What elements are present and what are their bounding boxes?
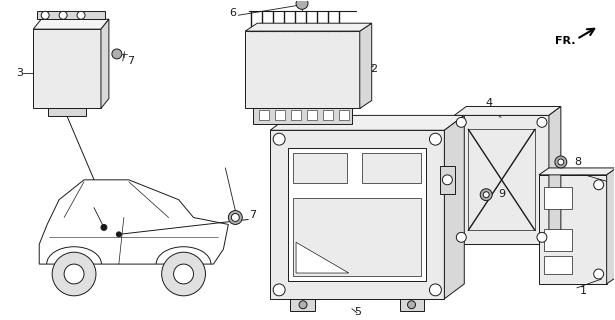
Circle shape <box>555 156 567 168</box>
Bar <box>544 256 572 274</box>
Polygon shape <box>38 11 105 19</box>
Circle shape <box>101 224 107 230</box>
Circle shape <box>52 252 96 296</box>
Bar <box>290 299 315 311</box>
Bar <box>253 108 352 124</box>
Polygon shape <box>539 175 606 284</box>
Bar <box>288 148 426 281</box>
Polygon shape <box>293 198 421 276</box>
Circle shape <box>456 117 466 127</box>
Circle shape <box>408 301 416 309</box>
Polygon shape <box>101 19 109 108</box>
Polygon shape <box>539 168 615 175</box>
Bar <box>544 187 572 209</box>
Circle shape <box>593 180 604 190</box>
Text: 3: 3 <box>16 68 23 78</box>
Polygon shape <box>606 168 615 284</box>
Circle shape <box>173 264 194 284</box>
Circle shape <box>442 175 453 185</box>
Text: 7: 7 <box>248 210 256 220</box>
Polygon shape <box>296 242 349 273</box>
Polygon shape <box>245 31 360 108</box>
Bar <box>544 229 572 251</box>
Bar <box>48 108 86 116</box>
Circle shape <box>558 159 564 165</box>
Bar <box>323 110 333 120</box>
Text: 6: 6 <box>229 8 236 18</box>
Bar <box>400 299 424 311</box>
Polygon shape <box>293 153 347 183</box>
Text: 2: 2 <box>370 64 377 74</box>
Polygon shape <box>33 19 109 29</box>
Text: 7: 7 <box>127 56 134 66</box>
Circle shape <box>456 232 466 242</box>
Polygon shape <box>270 116 464 130</box>
Circle shape <box>228 211 242 224</box>
Polygon shape <box>454 116 549 244</box>
Circle shape <box>483 192 489 198</box>
Text: FR.: FR. <box>555 36 576 46</box>
Circle shape <box>299 301 307 309</box>
Circle shape <box>429 133 442 145</box>
Circle shape <box>273 284 285 296</box>
Circle shape <box>59 11 67 19</box>
Circle shape <box>77 11 85 19</box>
Bar <box>259 110 269 120</box>
Bar <box>307 110 317 120</box>
Circle shape <box>112 49 122 59</box>
Polygon shape <box>270 130 445 299</box>
Circle shape <box>429 284 442 296</box>
Polygon shape <box>362 153 421 183</box>
Polygon shape <box>454 107 561 116</box>
Polygon shape <box>39 180 228 264</box>
Circle shape <box>480 189 492 201</box>
Bar <box>291 110 301 120</box>
Polygon shape <box>245 23 371 31</box>
Text: 8: 8 <box>574 157 581 167</box>
Circle shape <box>162 252 205 296</box>
Circle shape <box>41 11 49 19</box>
Circle shape <box>273 133 285 145</box>
Circle shape <box>231 213 239 221</box>
Bar <box>440 166 455 194</box>
Polygon shape <box>445 116 464 299</box>
Bar <box>339 110 349 120</box>
Text: 1: 1 <box>580 286 587 296</box>
Circle shape <box>296 0 308 9</box>
Circle shape <box>593 269 604 279</box>
Text: 5: 5 <box>354 307 361 317</box>
Circle shape <box>116 232 121 237</box>
Circle shape <box>537 117 547 127</box>
Bar <box>275 110 285 120</box>
Polygon shape <box>33 29 101 108</box>
Polygon shape <box>360 23 371 108</box>
Text: 9: 9 <box>498 189 506 199</box>
Text: 4: 4 <box>486 98 493 108</box>
Circle shape <box>537 232 547 242</box>
Circle shape <box>64 264 84 284</box>
Polygon shape <box>549 107 561 244</box>
